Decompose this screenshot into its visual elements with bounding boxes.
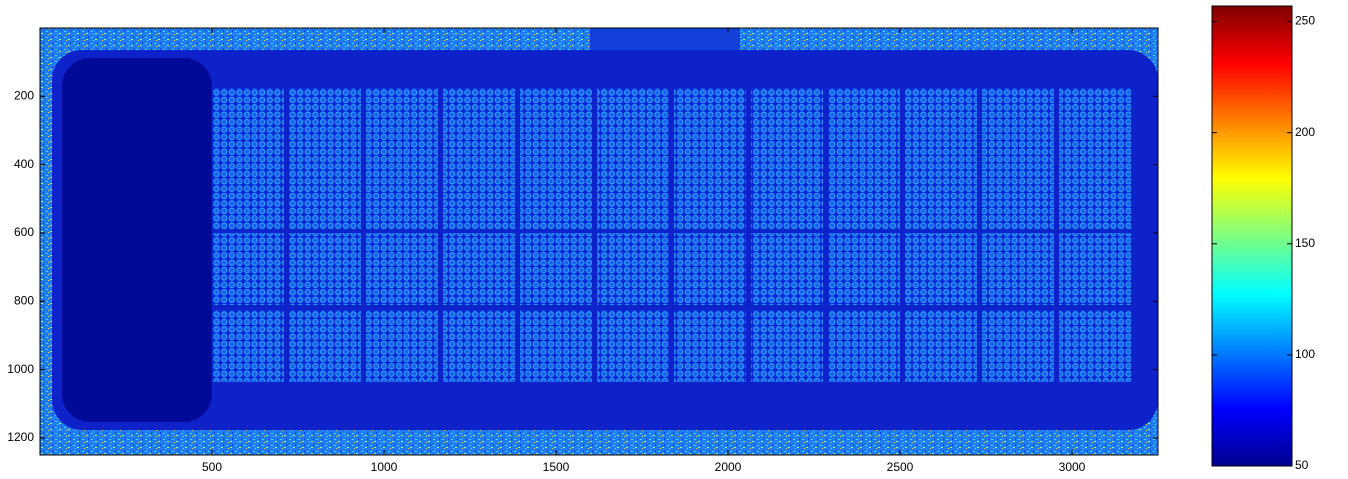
axes: 500 1000 1500 2000 2500 3000 200 400 600 800 1000 1… xyxy=(7,28,1158,474)
spot-block xyxy=(597,158,669,230)
spot-block xyxy=(982,158,1054,230)
spot-block xyxy=(366,88,438,160)
spot-block xyxy=(751,233,823,305)
x-tick-label: 1000 xyxy=(371,460,398,474)
spot-block xyxy=(520,158,592,230)
x-tick-label: 1500 xyxy=(543,460,570,474)
spot-block xyxy=(366,158,438,230)
spot-block xyxy=(1059,88,1131,160)
spot-block xyxy=(443,88,515,160)
spot-block xyxy=(366,310,438,382)
spot-block xyxy=(905,88,977,160)
spot-block xyxy=(674,88,746,160)
x-tick-label: 2000 xyxy=(715,460,742,474)
spot-block xyxy=(905,158,977,230)
y-tick-label: 1200 xyxy=(7,430,34,444)
spot-block xyxy=(905,233,977,305)
spot-blocks xyxy=(212,88,1131,382)
spot-block xyxy=(597,88,669,160)
spot-block xyxy=(443,310,515,382)
spot-block xyxy=(751,310,823,382)
colorbar-tick-label: 150 xyxy=(1295,236,1315,250)
colorbar-tick-label: 200 xyxy=(1295,125,1315,139)
spot-block xyxy=(597,233,669,305)
x-tick-label: 500 xyxy=(202,460,222,474)
image-notch xyxy=(590,28,740,50)
spot-block xyxy=(828,88,900,160)
spot-block xyxy=(674,310,746,382)
spot-block xyxy=(674,158,746,230)
y-tick-label: 1000 xyxy=(7,362,34,376)
spot-block xyxy=(289,88,361,160)
spot-block xyxy=(905,310,977,382)
spot-block xyxy=(1059,158,1131,230)
colorbar-tick-label: 100 xyxy=(1295,347,1315,361)
spot-block xyxy=(828,158,900,230)
spot-block xyxy=(443,158,515,230)
axes-box xyxy=(39,27,1159,456)
spot-block xyxy=(982,88,1054,160)
colorbar-axis: 50 100 150 200 250 xyxy=(1212,14,1315,472)
colorbar-tick-label: 50 xyxy=(1295,458,1309,472)
spot-block xyxy=(289,233,361,305)
spot-block xyxy=(366,233,438,305)
spot-block xyxy=(212,233,284,305)
spot-block xyxy=(828,310,900,382)
spot-block xyxy=(520,233,592,305)
y-tick-label: 200 xyxy=(14,88,34,102)
spot-block xyxy=(520,88,592,160)
spot-block xyxy=(212,310,284,382)
spot-block xyxy=(751,158,823,230)
x-tick-label: 2500 xyxy=(887,460,914,474)
spot-block xyxy=(289,158,361,230)
spot-block xyxy=(212,158,284,230)
colorbar-tick-label: 250 xyxy=(1295,14,1315,28)
image-well xyxy=(62,58,212,422)
spot-block xyxy=(212,88,284,160)
spot-block xyxy=(1059,233,1131,305)
spot-block xyxy=(1059,310,1131,382)
y-tick-label: 600 xyxy=(14,225,34,239)
spot-block xyxy=(443,233,515,305)
spot-block xyxy=(597,310,669,382)
spot-block xyxy=(982,310,1054,382)
spot-block xyxy=(520,310,592,382)
spot-block xyxy=(674,233,746,305)
x-tick-label: 3000 xyxy=(1059,460,1086,474)
image-plot xyxy=(40,28,1158,455)
spot-block xyxy=(828,233,900,305)
spot-block xyxy=(289,310,361,382)
spot-block xyxy=(982,233,1054,305)
y-tick-label: 400 xyxy=(14,157,34,171)
colorbar xyxy=(1211,5,1293,467)
y-tick-label: 800 xyxy=(14,293,34,307)
spot-block xyxy=(751,88,823,160)
